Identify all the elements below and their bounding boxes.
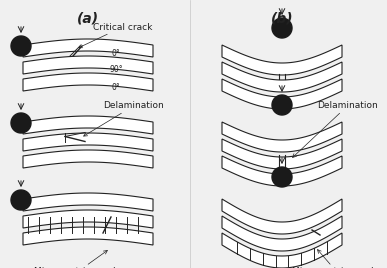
- Polygon shape: [23, 193, 153, 211]
- Polygon shape: [222, 122, 342, 152]
- Circle shape: [11, 36, 31, 56]
- Text: Delamination: Delamination: [84, 102, 164, 136]
- Text: Critical crack: Critical crack: [79, 23, 152, 48]
- Polygon shape: [222, 45, 342, 75]
- Polygon shape: [222, 156, 342, 186]
- Text: Micro matrix cracks: Micro matrix cracks: [34, 251, 122, 268]
- Circle shape: [272, 167, 292, 187]
- Circle shape: [272, 18, 292, 38]
- Polygon shape: [23, 73, 153, 91]
- Polygon shape: [222, 199, 342, 234]
- Polygon shape: [222, 233, 342, 268]
- Polygon shape: [23, 210, 153, 228]
- Circle shape: [272, 95, 292, 115]
- Text: Micro matrix cracks: Micro matrix cracks: [292, 250, 381, 268]
- Text: 0°: 0°: [111, 49, 120, 58]
- Polygon shape: [222, 79, 342, 109]
- Text: (b): (b): [271, 12, 293, 26]
- Polygon shape: [222, 139, 342, 169]
- Text: 0°: 0°: [111, 83, 120, 91]
- Polygon shape: [23, 227, 153, 245]
- Text: 90°: 90°: [109, 65, 123, 75]
- Polygon shape: [23, 133, 153, 151]
- Polygon shape: [23, 56, 153, 74]
- Circle shape: [11, 113, 31, 133]
- Polygon shape: [23, 39, 153, 57]
- Text: Delamination: Delamination: [293, 102, 378, 158]
- Circle shape: [11, 190, 31, 210]
- Text: (a): (a): [77, 12, 99, 26]
- Polygon shape: [222, 62, 342, 92]
- Polygon shape: [23, 150, 153, 168]
- Polygon shape: [222, 216, 342, 251]
- Polygon shape: [23, 116, 153, 134]
